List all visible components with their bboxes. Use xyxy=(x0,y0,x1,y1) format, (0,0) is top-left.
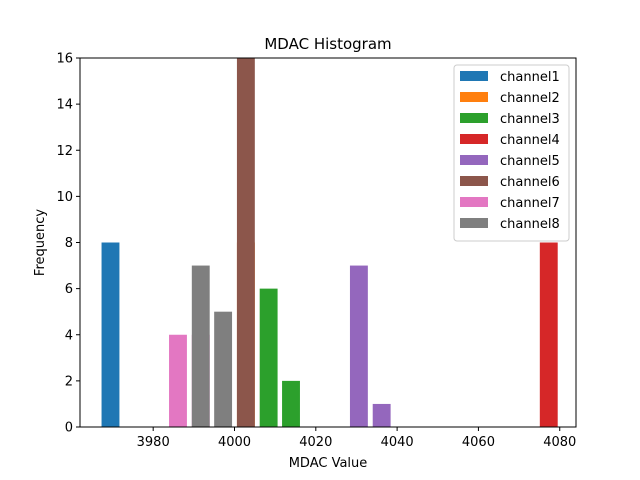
x-tick-label: 3980 xyxy=(137,435,170,450)
x-tick-label: 4040 xyxy=(381,435,414,450)
bar-channel1-0 xyxy=(101,242,120,427)
y-tick-label: 2 xyxy=(65,374,73,389)
chart-title: MDAC Histogram xyxy=(264,35,391,53)
y-tick-label: 10 xyxy=(56,190,73,205)
x-tick-label: 4060 xyxy=(462,435,495,450)
bar-channel8-0 xyxy=(191,265,210,427)
y-tick-label: 0 xyxy=(65,421,73,436)
bar-channel3-0 xyxy=(259,288,278,427)
legend-label-channel2: channel2 xyxy=(500,91,560,106)
bar-channel3-1 xyxy=(282,380,300,427)
y-tick-label: 14 xyxy=(56,98,73,113)
y-tick-label: 16 xyxy=(56,52,73,67)
legend-label-channel1: channel1 xyxy=(500,70,560,85)
legend-swatch-channel6 xyxy=(460,176,488,186)
legend-label-channel3: channel3 xyxy=(500,112,560,127)
legend-label-channel4: channel4 xyxy=(500,133,560,148)
bar-channel4-0 xyxy=(539,242,558,427)
bar-channel5-1 xyxy=(372,403,391,427)
bar-channel7-0 xyxy=(169,334,187,427)
x-tick-label: 4000 xyxy=(218,435,251,450)
y-tick-label: 12 xyxy=(56,144,73,159)
legend-swatch-channel8 xyxy=(460,218,488,228)
legend-label-channel7: channel7 xyxy=(500,196,560,211)
x-tick-label: 4020 xyxy=(299,435,332,450)
bar-channel8-1 xyxy=(214,311,233,427)
y-tick-label: 6 xyxy=(65,282,73,297)
legend-swatch-channel3 xyxy=(460,113,488,123)
y-tick-label: 8 xyxy=(65,236,73,251)
legend-swatch-channel2 xyxy=(460,92,488,102)
legend: channel1 channel2 channel3 channel4 channel5… xyxy=(453,64,570,242)
bar-channel6-0 xyxy=(236,58,255,427)
legend-label-channel5: channel5 xyxy=(500,154,560,169)
legend-swatch-channel4 xyxy=(460,134,488,144)
legend-label-channel6: channel6 xyxy=(500,175,560,190)
bars-layer xyxy=(101,58,558,427)
y-tick-label: 4 xyxy=(65,328,73,343)
x-axis-ticks: 3980 4000 4020 4040 4060 4080 xyxy=(137,427,576,450)
bar-channel5-0 xyxy=(349,265,368,427)
y-axis-ticks: 0 2 4 6 8 10 12 14 16 xyxy=(56,52,80,436)
x-axis-label: MDAC Value xyxy=(289,456,368,471)
legend-swatch-channel1 xyxy=(460,71,488,81)
x-tick-label: 4080 xyxy=(543,435,576,450)
legend-label-channel8: channel8 xyxy=(500,217,560,232)
y-axis-label: Frequency xyxy=(33,209,48,276)
legend-swatch-channel7 xyxy=(460,197,488,207)
legend-swatch-channel5 xyxy=(460,155,488,165)
